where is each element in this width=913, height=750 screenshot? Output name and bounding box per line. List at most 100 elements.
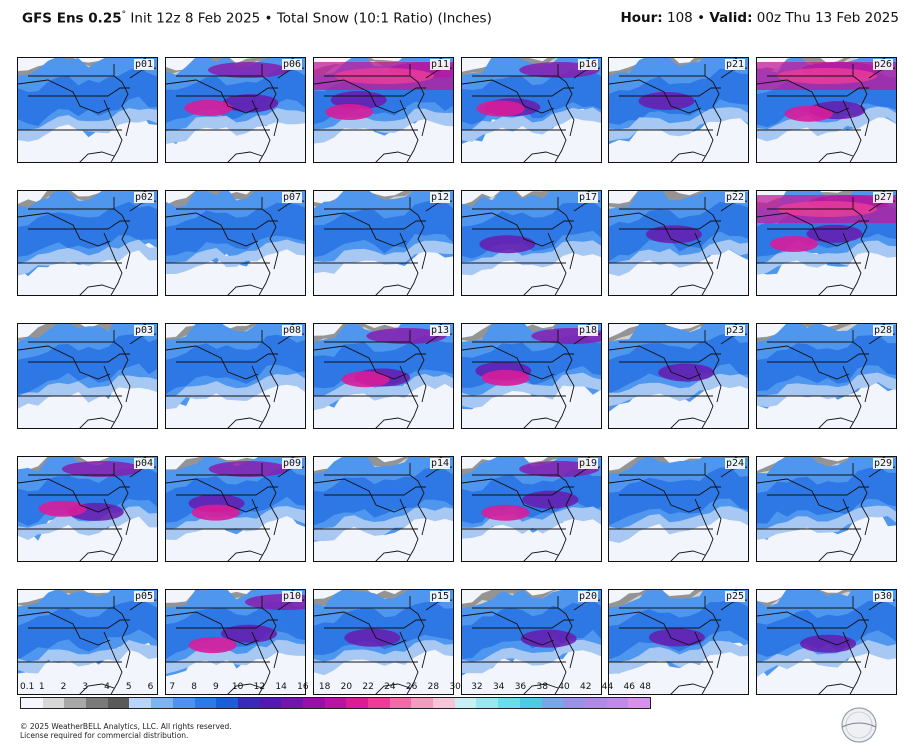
colorbar-tick-label: 34 bbox=[492, 682, 505, 692]
colorbar-swatch bbox=[563, 698, 585, 708]
snowfall-map bbox=[462, 191, 601, 295]
colorbar-swatch bbox=[129, 698, 152, 708]
snowfall-map bbox=[314, 457, 453, 561]
ensemble-member-panel: p05 bbox=[17, 589, 158, 695]
snowfall-map bbox=[609, 324, 748, 428]
colorbar-swatch bbox=[584, 698, 607, 708]
ensemble-member-panel: p18 bbox=[461, 323, 602, 429]
snowfall-map bbox=[757, 191, 896, 295]
snowfall-map bbox=[18, 457, 157, 561]
colorbar-tick-label: 18 bbox=[318, 682, 331, 692]
snowfall-map bbox=[462, 324, 601, 428]
ensemble-member-panel: p04 bbox=[17, 456, 158, 562]
colorbar-tick-label: 14 bbox=[275, 682, 287, 692]
colorbar-tick-label: 30 bbox=[449, 682, 461, 692]
colorbar-swatch bbox=[541, 698, 564, 708]
colorbar-swatch bbox=[302, 698, 325, 708]
snowfall-map bbox=[609, 590, 748, 694]
ensemble-member-panel: p17 bbox=[461, 190, 602, 296]
ensemble-member-panel: p24 bbox=[608, 456, 749, 562]
member-label: p25 bbox=[724, 591, 745, 602]
member-label: p12 bbox=[429, 192, 450, 203]
chart-title: GFS Ens 0.25° Init 12z 8 Feb 2025 • Tota… bbox=[22, 10, 492, 27]
colorbar-tick-label: 26 bbox=[405, 682, 418, 692]
ensemble-member-panel: p26 bbox=[756, 57, 897, 163]
colorbar-swatch bbox=[107, 698, 130, 708]
ensemble-member-panel: p30 bbox=[756, 589, 897, 695]
colorbar-tick-label: 44 bbox=[601, 682, 614, 692]
footer: © 2025 WeatherBELL Analytics, LLC. All r… bbox=[20, 722, 232, 740]
degree-symbol: ° bbox=[121, 10, 127, 20]
colorbar-swatch bbox=[237, 698, 260, 708]
member-label: p16 bbox=[577, 59, 598, 70]
member-label: p26 bbox=[872, 59, 893, 70]
colorbar-swatch bbox=[628, 698, 650, 708]
colorbar-tick-label: 46 bbox=[623, 682, 635, 692]
member-label: p23 bbox=[724, 325, 745, 336]
colorbar-swatch bbox=[476, 698, 499, 708]
colorbar-tick-label: 9 bbox=[212, 682, 219, 692]
colorbar-tick-label: 8 bbox=[191, 682, 197, 692]
member-label: p11 bbox=[429, 59, 450, 70]
ensemble-member-panel: p20 bbox=[461, 589, 602, 695]
colorbar-tick-labels: 0.1 1 2 3 4 5 6 7 8 9 10 12 14 16 18 20 22 24 26 28 30 32 34 36… bbox=[20, 682, 651, 694]
ensemble-member-panel: p23 bbox=[608, 323, 749, 429]
ensemble-member-panel: p13 bbox=[313, 323, 454, 429]
snowfall-map bbox=[757, 457, 896, 561]
colorbar-swatch bbox=[42, 698, 65, 708]
ensemble-member-panel: p03 bbox=[17, 323, 158, 429]
snowfall-map bbox=[314, 191, 453, 295]
snowfall-map bbox=[314, 324, 453, 428]
snowfall-map bbox=[757, 590, 896, 694]
colorbar-swatch bbox=[216, 698, 238, 708]
hour-label: Hour: bbox=[620, 10, 663, 26]
snowfall-map bbox=[18, 590, 157, 694]
colorbar-swatch bbox=[21, 698, 43, 708]
colorbar-tick-label: 48 bbox=[639, 682, 651, 692]
colorbar-swatch bbox=[324, 698, 347, 708]
ensemble-member-panel: p11 bbox=[313, 57, 454, 163]
colorbar-tick-label: 7 bbox=[169, 682, 176, 692]
snowfall-map bbox=[757, 324, 896, 428]
license-text: License required for commercial distribu… bbox=[20, 731, 189, 740]
header: GFS Ens 0.25° Init 12z 8 Feb 2025 • Tota… bbox=[0, 0, 913, 40]
colorbar-tick-label: 5 bbox=[125, 682, 132, 692]
ensemble-member-panel: p21 bbox=[608, 57, 749, 163]
weatherbell-logo bbox=[841, 707, 877, 743]
member-label: p06 bbox=[281, 59, 302, 70]
member-label: p24 bbox=[724, 458, 745, 469]
colorbar-tick-label: 2 bbox=[60, 682, 67, 692]
ensemble-member-panel: p09 bbox=[165, 456, 306, 562]
valid-value: 00z Thu 13 Feb 2025 bbox=[752, 10, 899, 26]
colorbar-swatch bbox=[64, 698, 87, 708]
colorbar-swatch bbox=[368, 698, 390, 708]
ensemble-member-panel: p19 bbox=[461, 456, 602, 562]
member-label: p20 bbox=[577, 591, 598, 602]
ensemble-member-panel: p07 bbox=[165, 190, 306, 296]
colorbar-tick-label: 10 bbox=[231, 682, 244, 692]
colorbar-swatch bbox=[151, 698, 173, 708]
colorbar-swatch bbox=[194, 698, 217, 708]
colorbar-swatch bbox=[606, 698, 629, 708]
ensemble-member-panel: p16 bbox=[461, 57, 602, 163]
ensemble-member-panel: p01 bbox=[17, 57, 158, 163]
ensemble-member-panel: p22 bbox=[608, 190, 749, 296]
valid-time: Hour: 108 • Valid: 00z Thu 13 Feb 2025 bbox=[620, 10, 899, 26]
ensemble-member-panel: p10 bbox=[165, 589, 306, 695]
member-label: p18 bbox=[577, 325, 598, 336]
member-label: p21 bbox=[724, 59, 745, 70]
colorbar-tick-label: 40 bbox=[558, 682, 570, 692]
colorbar-swatch bbox=[281, 698, 303, 708]
colorbar-tick-label: 3 bbox=[82, 682, 89, 692]
snowfall-map bbox=[757, 58, 896, 162]
colorbar-tick-label: 36 bbox=[514, 682, 527, 692]
colorbar-swatch bbox=[498, 698, 520, 708]
snowfall-map bbox=[166, 590, 305, 694]
ensemble-member-panel: p06 bbox=[165, 57, 306, 163]
member-label: p03 bbox=[133, 325, 154, 336]
colorbar-swatch bbox=[86, 698, 108, 708]
member-label: p19 bbox=[577, 458, 598, 469]
snowfall-map bbox=[166, 58, 305, 162]
snowfall-map bbox=[609, 58, 748, 162]
member-label: p14 bbox=[429, 458, 450, 469]
